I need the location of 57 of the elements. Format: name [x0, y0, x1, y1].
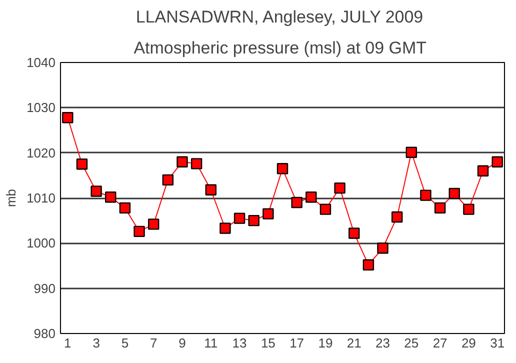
- point: [377, 242, 388, 254]
- point: [190, 158, 202, 170]
- y-tick-label: 1010: [26, 190, 56, 206]
- point: [248, 214, 260, 226]
- point: [62, 112, 74, 124]
- point: [220, 222, 231, 234]
- x-tick-label: 5: [121, 336, 129, 350]
- y-axis-title: mb: [4, 188, 19, 208]
- point: [477, 165, 489, 176]
- point: [406, 146, 418, 158]
- point: [420, 190, 432, 201]
- y-tick-label: 990: [34, 280, 56, 296]
- point: [234, 212, 246, 224]
- x-tick-label: 19: [318, 336, 333, 350]
- point: [76, 158, 88, 170]
- x-tick-label: 31: [490, 336, 505, 350]
- x-tick-label: 7: [150, 336, 158, 350]
- point: [320, 204, 332, 215]
- point: [448, 188, 460, 200]
- point: [162, 174, 174, 186]
- point: [119, 202, 131, 214]
- x-tick-label: 21: [346, 336, 362, 350]
- chart-title: LLANSADWRN, Anglesey, JULY 2009: [136, 8, 424, 26]
- point: [148, 218, 160, 230]
- x-tick-label: 3: [92, 336, 100, 350]
- point: [205, 184, 216, 196]
- x-tick-label: 13: [232, 336, 247, 350]
- y-tick-label: 1030: [26, 100, 56, 116]
- point: [176, 156, 188, 168]
- chart-subtitle: Atmospheric pressure (msl) at 09 GMT: [134, 38, 427, 58]
- x-tick-label: 15: [260, 336, 276, 350]
- point: [348, 228, 360, 239]
- point: [362, 259, 374, 270]
- point: [334, 182, 346, 194]
- point: [291, 196, 302, 208]
- point: [492, 156, 503, 168]
- x-tick-label: 23: [376, 336, 390, 350]
- y-tick-label: 1020: [26, 145, 56, 160]
- x-tick-label: 29: [461, 336, 476, 350]
- point: [276, 163, 288, 174]
- x-tick-label: 9: [178, 336, 186, 350]
- point: [391, 211, 403, 223]
- x-tick-label: 11: [204, 336, 218, 350]
- point: [134, 226, 145, 238]
- point: [105, 191, 116, 203]
- y-tick-label: 1040: [26, 55, 56, 70]
- y-tick-label: 1000: [26, 236, 56, 251]
- x-tick-label: 1: [64, 336, 72, 350]
- y-tick-label: 980: [34, 326, 56, 341]
- point: [90, 186, 102, 197]
- x-tick-label: 25: [404, 336, 419, 350]
- point: [434, 202, 446, 214]
- point: [262, 208, 274, 220]
- x-tick-label: 27: [432, 336, 448, 350]
- point: [463, 204, 474, 215]
- x-tick-label: 17: [290, 336, 304, 350]
- point: [306, 191, 317, 203]
